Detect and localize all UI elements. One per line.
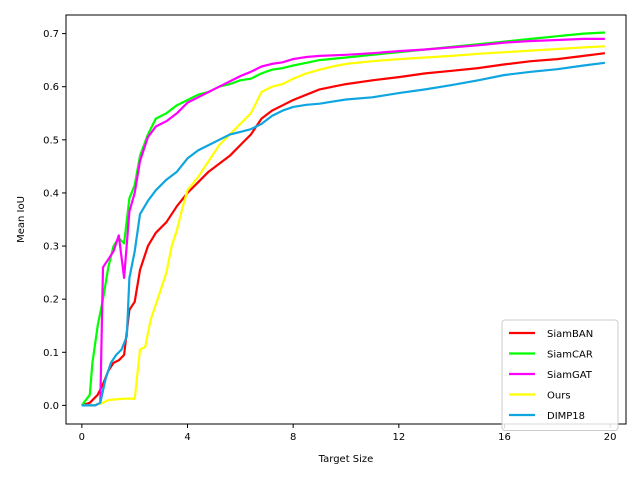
y-tick-label: 0.6: [43, 82, 59, 93]
y-tick-label: 0.1: [43, 348, 59, 359]
x-axis: 0 4 8 12 16 20: [79, 424, 617, 443]
legend-entry-label: SiamGAT: [547, 370, 593, 381]
x-tick-label: 8: [290, 432, 296, 443]
y-tick-label: 0.0: [43, 401, 59, 412]
y-tick-label: 0.2: [43, 295, 59, 306]
y-axis-label: Mean IoU: [16, 196, 27, 243]
series-layer: [80, 31, 606, 407]
y-tick-label: 0.3: [43, 242, 59, 253]
legend: SiamBAN SiamCAR SiamGAT Ours DIMP18: [501, 319, 619, 431]
series-line-siamban: [81, 52, 606, 407]
series-line-siamgat: [81, 37, 605, 407]
legend-entry-label: DIMP18: [547, 411, 585, 422]
y-tick-label: 0.5: [43, 135, 59, 146]
y-tick-label: 0.7: [43, 29, 59, 40]
series-line-ours: [81, 45, 605, 407]
plot-frame: [65, 14, 627, 425]
x-tick-label: 4: [184, 432, 190, 443]
series-line-dimp18: [81, 61, 606, 407]
x-tick-label: 20: [604, 432, 617, 443]
legend-entry-label: Ours: [547, 391, 571, 402]
legend-entry-label: SiamBAN: [547, 329, 593, 340]
x-tick-label: 0: [79, 432, 85, 443]
x-tick-label: 12: [392, 432, 405, 443]
x-tick-label: 16: [498, 432, 511, 443]
legend-box: [501, 319, 619, 431]
y-axis: 0.0 0.1 0.2 0.3 0.4 0.5 0.6 0.7: [43, 29, 66, 412]
x-axis-label: Target Size: [318, 454, 374, 465]
legend-entry-label: SiamCAR: [547, 350, 593, 361]
y-tick-label: 0.4: [43, 188, 59, 199]
